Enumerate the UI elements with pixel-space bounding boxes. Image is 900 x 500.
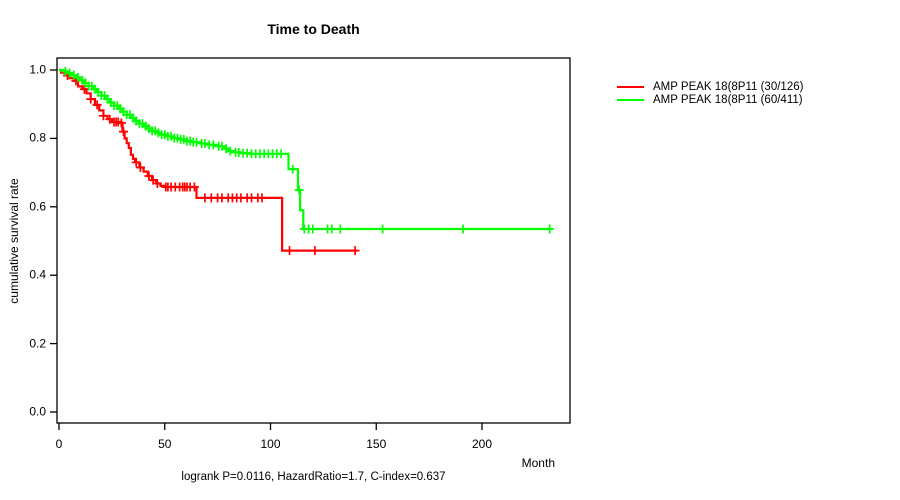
series-line-1 — [59, 68, 552, 231]
y-tick-label: 0.6 — [29, 199, 46, 214]
chart-title: Time to Death — [267, 21, 360, 37]
legend-line-icon — [617, 85, 644, 88]
legend-item: AMP PEAK 18(8P11 (60/411) — [617, 93, 803, 106]
x-tick-label: 200 — [471, 437, 493, 451]
legend-label: AMP PEAK 18(8P11 (60/411) — [653, 93, 803, 106]
statistics-annotation: logrank P=0.0116, HazardRatio=1.7, C-ind… — [181, 471, 446, 483]
x-axis-label: Month — [521, 456, 555, 470]
x-tick-label: 0 — [55, 437, 63, 451]
legend-label: AMP PEAK 18(8P11 (30/126) — [653, 80, 804, 93]
y-tick-label: 0.4 — [29, 267, 46, 282]
x-tick-label: 100 — [260, 437, 281, 451]
y-tick-label: 0.8 — [29, 130, 46, 145]
x-tick-label: 50 — [158, 437, 172, 451]
legend-item: AMP PEAK 18(8P11 (30/126) — [617, 80, 803, 93]
legend-line-icon — [617, 98, 644, 101]
plot-border — [56, 57, 571, 424]
y-tick-label: 0.2 — [29, 336, 46, 351]
y-tick-label: 1.0 — [29, 62, 46, 77]
x-tick-label: 150 — [366, 437, 387, 451]
y-tick-label: 0.0 — [29, 404, 46, 419]
censor-marks-1 — [60, 66, 555, 234]
censor-marks-0 — [63, 71, 360, 256]
legend: AMP PEAK 18(8P11 (30/126) AMP PEAK 18(8P… — [617, 80, 803, 106]
